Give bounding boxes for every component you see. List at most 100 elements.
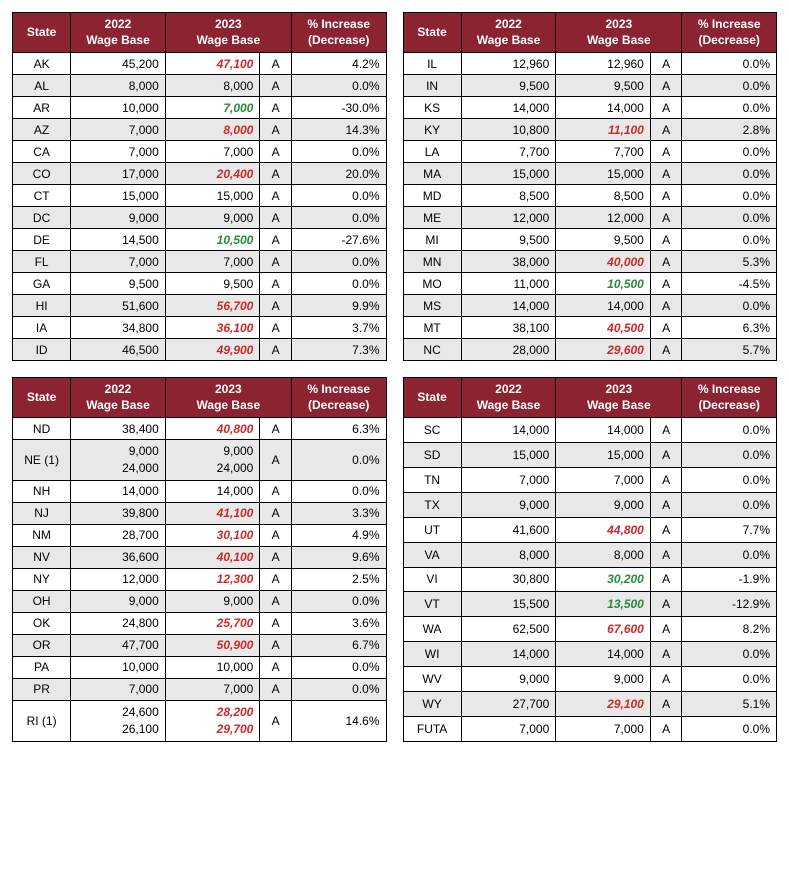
cell-pct: 14.3%	[291, 119, 386, 141]
table-row: AK 45,200 47,100 A 4.2%	[13, 53, 387, 75]
cell-2022: 39,800	[71, 502, 166, 524]
cell-2023: 14,000	[556, 418, 651, 443]
cell-2022: 36,600	[71, 546, 166, 568]
cell-2022: 9,000	[71, 590, 166, 612]
header-2023: 2023Wage Base	[556, 378, 682, 418]
cell-2023: 7,000	[165, 97, 260, 119]
cell-state: AR	[13, 97, 71, 119]
header-state: State	[403, 13, 461, 53]
cell-pct: 2.5%	[291, 568, 386, 590]
cell-marker: A	[260, 546, 292, 568]
cell-2023: 10,000	[165, 656, 260, 678]
cell-state: NE (1)	[13, 440, 71, 481]
cell-marker: A	[260, 634, 292, 656]
cell-state: KS	[403, 97, 461, 119]
cell-marker: A	[650, 75, 682, 97]
table-row: IN 9,500 9,500 A 0.0%	[403, 75, 777, 97]
cell-pct: 0.0%	[291, 75, 386, 97]
cell-2022: 46,500	[71, 339, 166, 361]
cell-2023: 9,000	[165, 590, 260, 612]
table-row: DE 14,500 10,500 A -27.6%	[13, 229, 387, 251]
cell-2023: 15,000	[556, 163, 651, 185]
table-row: MA 15,000 15,000 A 0.0%	[403, 163, 777, 185]
table-row: UT 41,600 44,800 A 7.7%	[403, 517, 777, 542]
table-row: MT 38,100 40,500 A 6.3%	[403, 317, 777, 339]
cell-2022: 41,600	[461, 517, 556, 542]
cell-pct: 3.7%	[291, 317, 386, 339]
cell-state: RI (1)	[13, 700, 71, 741]
cell-state: ID	[13, 339, 71, 361]
cell-pct: 6.3%	[682, 317, 777, 339]
table-row: NM 28,700 30,100 A 4.9%	[13, 524, 387, 546]
cell-2023: 28,20029,700	[165, 700, 260, 741]
table-row: SD 15,000 15,000 A 0.0%	[403, 443, 777, 468]
cell-2022: 7,000	[461, 716, 556, 741]
cell-2023: 9,000	[556, 666, 651, 691]
cell-2023: 9,500	[556, 229, 651, 251]
cell-2022: 45,200	[71, 53, 166, 75]
cell-state: WA	[403, 617, 461, 642]
cell-pct: 0.0%	[682, 295, 777, 317]
cell-state: VA	[403, 542, 461, 567]
cell-2022: 8,000	[461, 542, 556, 567]
cell-pct: 3.3%	[291, 502, 386, 524]
cell-2022: 17,000	[71, 163, 166, 185]
cell-2023: 40,500	[556, 317, 651, 339]
table-row: KS 14,000 14,000 A 0.0%	[403, 97, 777, 119]
table-row: MS 14,000 14,000 A 0.0%	[403, 295, 777, 317]
table-row: WI 14,000 14,000 A 0.0%	[403, 642, 777, 667]
wage-base-table: State 2022Wage Base 2023Wage Base % Incr…	[12, 377, 387, 741]
cell-pct: -30.0%	[291, 97, 386, 119]
header-pct: % Increase(Decrease)	[291, 13, 386, 53]
cell-marker: A	[650, 666, 682, 691]
cell-marker: A	[650, 273, 682, 295]
cell-pct: 0.0%	[291, 590, 386, 612]
cell-2023: 10,500	[556, 273, 651, 295]
table-row: FUTA 7,000 7,000 A 0.0%	[403, 716, 777, 741]
cell-state: MN	[403, 251, 461, 273]
cell-pct: 14.6%	[291, 700, 386, 741]
cell-2022: 14,000	[461, 295, 556, 317]
cell-state: MS	[403, 295, 461, 317]
cell-2022: 7,000	[71, 251, 166, 273]
wage-base-table: State 2022Wage Base 2023Wage Base % Incr…	[12, 12, 387, 361]
table-row: MD 8,500 8,500 A 0.0%	[403, 185, 777, 207]
cell-2023: 14,000	[556, 642, 651, 667]
cell-marker: A	[260, 656, 292, 678]
table-row: VA 8,000 8,000 A 0.0%	[403, 542, 777, 567]
cell-2022: 30,800	[461, 567, 556, 592]
cell-state: CT	[13, 185, 71, 207]
header-pct: % Increase(Decrease)	[682, 378, 777, 418]
cell-2022: 10,800	[461, 119, 556, 141]
cell-pct: 7.3%	[291, 339, 386, 361]
cell-pct: 5.7%	[682, 339, 777, 361]
cell-marker: A	[650, 295, 682, 317]
cell-2023: 30,200	[556, 567, 651, 592]
table-row: SC 14,000 14,000 A 0.0%	[403, 418, 777, 443]
cell-marker: A	[260, 229, 292, 251]
table-row: RI (1) 24,60026,100 28,20029,700 A 14.6%	[13, 700, 387, 741]
cell-pct: 0.0%	[682, 229, 777, 251]
cell-state: NJ	[13, 502, 71, 524]
cell-2022: 47,700	[71, 634, 166, 656]
cell-state: SD	[403, 443, 461, 468]
cell-2022: 7,000	[71, 678, 166, 700]
table-row: KY 10,800 11,100 A 2.8%	[403, 119, 777, 141]
cell-state: WY	[403, 691, 461, 716]
cell-marker: A	[260, 502, 292, 524]
cell-2022: 8,000	[71, 75, 166, 97]
table-row: IL 12,960 12,960 A 0.0%	[403, 53, 777, 75]
cell-state: AZ	[13, 119, 71, 141]
cell-state: CA	[13, 141, 71, 163]
cell-marker: A	[650, 691, 682, 716]
cell-2023: 12,300	[165, 568, 260, 590]
cell-2022: 14,500	[71, 229, 166, 251]
header-state: State	[13, 13, 71, 53]
cell-pct: 5.3%	[682, 251, 777, 273]
cell-state: NH	[13, 480, 71, 502]
cell-marker: A	[260, 524, 292, 546]
cell-marker: A	[650, 163, 682, 185]
cell-state: OK	[13, 612, 71, 634]
cell-2023: 40,100	[165, 546, 260, 568]
cell-2023: 20,400	[165, 163, 260, 185]
